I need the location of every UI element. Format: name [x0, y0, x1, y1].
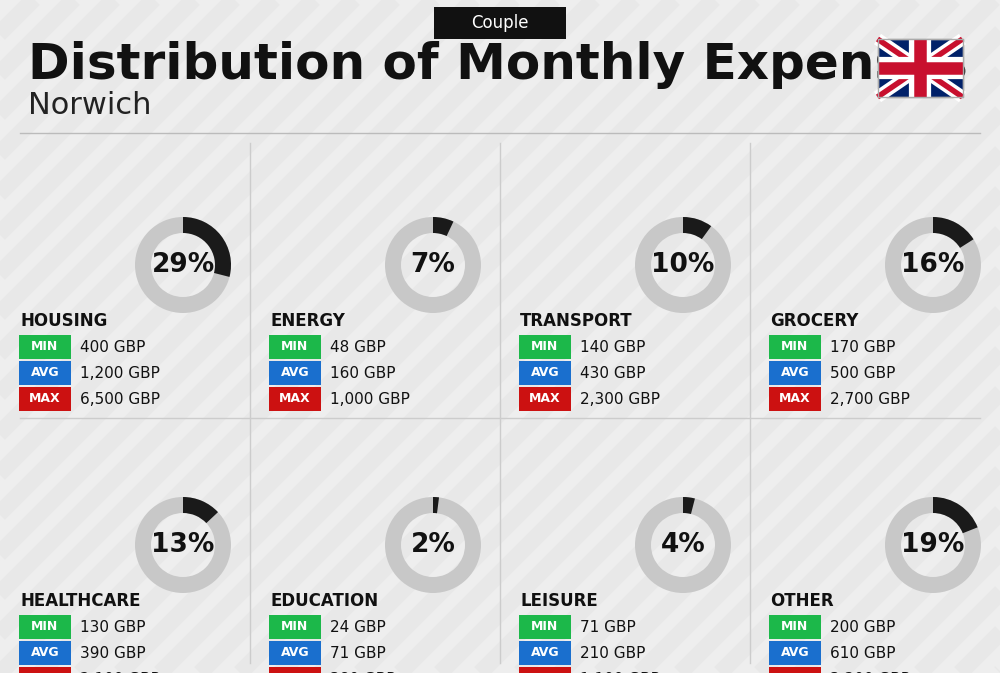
Wedge shape [885, 497, 981, 593]
Text: LEISURE: LEISURE [520, 592, 598, 610]
FancyBboxPatch shape [769, 387, 821, 411]
Text: MIN: MIN [281, 341, 309, 353]
FancyBboxPatch shape [519, 667, 571, 673]
FancyBboxPatch shape [19, 667, 71, 673]
Text: 380 GBP: 380 GBP [330, 672, 396, 673]
FancyBboxPatch shape [19, 615, 71, 639]
Text: AVG: AVG [531, 647, 559, 660]
Text: Couple: Couple [471, 14, 529, 32]
FancyBboxPatch shape [769, 335, 821, 359]
Text: MAX: MAX [529, 392, 561, 406]
Text: 48 GBP: 48 GBP [330, 339, 386, 355]
Text: 1,100 GBP: 1,100 GBP [580, 672, 660, 673]
Text: MAX: MAX [29, 392, 61, 406]
Text: 500 GBP: 500 GBP [830, 365, 895, 380]
Text: Norwich: Norwich [28, 90, 152, 120]
Wedge shape [433, 497, 439, 513]
Text: 2,100 GBP: 2,100 GBP [80, 672, 160, 673]
FancyBboxPatch shape [519, 615, 571, 639]
FancyBboxPatch shape [269, 615, 321, 639]
FancyBboxPatch shape [19, 641, 71, 665]
Text: MIN: MIN [531, 621, 559, 633]
Text: MAX: MAX [779, 392, 811, 406]
Text: 160 GBP: 160 GBP [330, 365, 396, 380]
Text: 7%: 7% [411, 252, 455, 278]
Text: 390 GBP: 390 GBP [80, 645, 146, 660]
Text: MIN: MIN [781, 621, 809, 633]
Text: MIN: MIN [31, 621, 59, 633]
Text: 6,500 GBP: 6,500 GBP [80, 392, 160, 406]
Text: 1,000 GBP: 1,000 GBP [330, 392, 410, 406]
Text: 71 GBP: 71 GBP [330, 645, 386, 660]
Text: MIN: MIN [531, 341, 559, 353]
Wedge shape [135, 217, 231, 313]
Wedge shape [683, 497, 695, 514]
Text: OTHER: OTHER [770, 592, 834, 610]
Text: 1,200 GBP: 1,200 GBP [80, 365, 160, 380]
Text: TRANSPORT: TRANSPORT [520, 312, 633, 330]
FancyBboxPatch shape [769, 641, 821, 665]
Wedge shape [433, 217, 453, 236]
Wedge shape [885, 217, 981, 313]
Text: MIN: MIN [31, 341, 59, 353]
Text: 610 GBP: 610 GBP [830, 645, 896, 660]
Text: Distribution of Monthly Expenses: Distribution of Monthly Expenses [28, 41, 968, 89]
FancyBboxPatch shape [269, 641, 321, 665]
FancyBboxPatch shape [269, 667, 321, 673]
FancyBboxPatch shape [519, 387, 571, 411]
Text: 430 GBP: 430 GBP [580, 365, 646, 380]
FancyBboxPatch shape [19, 361, 71, 385]
Text: 170 GBP: 170 GBP [830, 339, 895, 355]
Text: 400 GBP: 400 GBP [80, 339, 145, 355]
Wedge shape [385, 497, 481, 593]
Wedge shape [933, 217, 974, 248]
Text: AVG: AVG [31, 647, 59, 660]
Wedge shape [933, 497, 978, 533]
FancyBboxPatch shape [269, 335, 321, 359]
Text: AVG: AVG [31, 367, 59, 380]
FancyBboxPatch shape [19, 335, 71, 359]
Text: HOUSING: HOUSING [20, 312, 107, 330]
Text: 2%: 2% [411, 532, 455, 558]
Text: EDUCATION: EDUCATION [270, 592, 378, 610]
FancyBboxPatch shape [269, 361, 321, 385]
FancyBboxPatch shape [519, 361, 571, 385]
Text: 10%: 10% [651, 252, 715, 278]
Text: AVG: AVG [531, 367, 559, 380]
Text: 24 GBP: 24 GBP [330, 620, 386, 635]
Text: 13%: 13% [151, 532, 215, 558]
Text: ENERGY: ENERGY [270, 312, 345, 330]
Wedge shape [635, 497, 731, 593]
Text: 210 GBP: 210 GBP [580, 645, 645, 660]
Text: 2,700 GBP: 2,700 GBP [830, 392, 910, 406]
Text: 29%: 29% [151, 252, 215, 278]
Wedge shape [183, 217, 231, 277]
Text: 71 GBP: 71 GBP [580, 620, 636, 635]
FancyBboxPatch shape [519, 335, 571, 359]
Wedge shape [683, 217, 711, 239]
Wedge shape [635, 217, 731, 313]
Text: 200 GBP: 200 GBP [830, 620, 895, 635]
Text: MAX: MAX [279, 392, 311, 406]
Wedge shape [183, 497, 218, 523]
Text: 19%: 19% [901, 532, 965, 558]
FancyBboxPatch shape [769, 615, 821, 639]
Text: AVG: AVG [781, 367, 809, 380]
Text: AVG: AVG [281, 647, 309, 660]
Text: AVG: AVG [781, 647, 809, 660]
Wedge shape [135, 497, 231, 593]
FancyBboxPatch shape [878, 39, 962, 97]
Text: AVG: AVG [281, 367, 309, 380]
Wedge shape [385, 217, 481, 313]
Text: HEALTHCARE: HEALTHCARE [20, 592, 140, 610]
Text: 2,300 GBP: 2,300 GBP [580, 392, 660, 406]
Text: 4%: 4% [661, 532, 705, 558]
FancyBboxPatch shape [434, 7, 566, 39]
FancyBboxPatch shape [769, 361, 821, 385]
Text: GROCERY: GROCERY [770, 312, 858, 330]
Text: 16%: 16% [901, 252, 965, 278]
FancyBboxPatch shape [19, 387, 71, 411]
Text: MIN: MIN [781, 341, 809, 353]
Text: 140 GBP: 140 GBP [580, 339, 645, 355]
